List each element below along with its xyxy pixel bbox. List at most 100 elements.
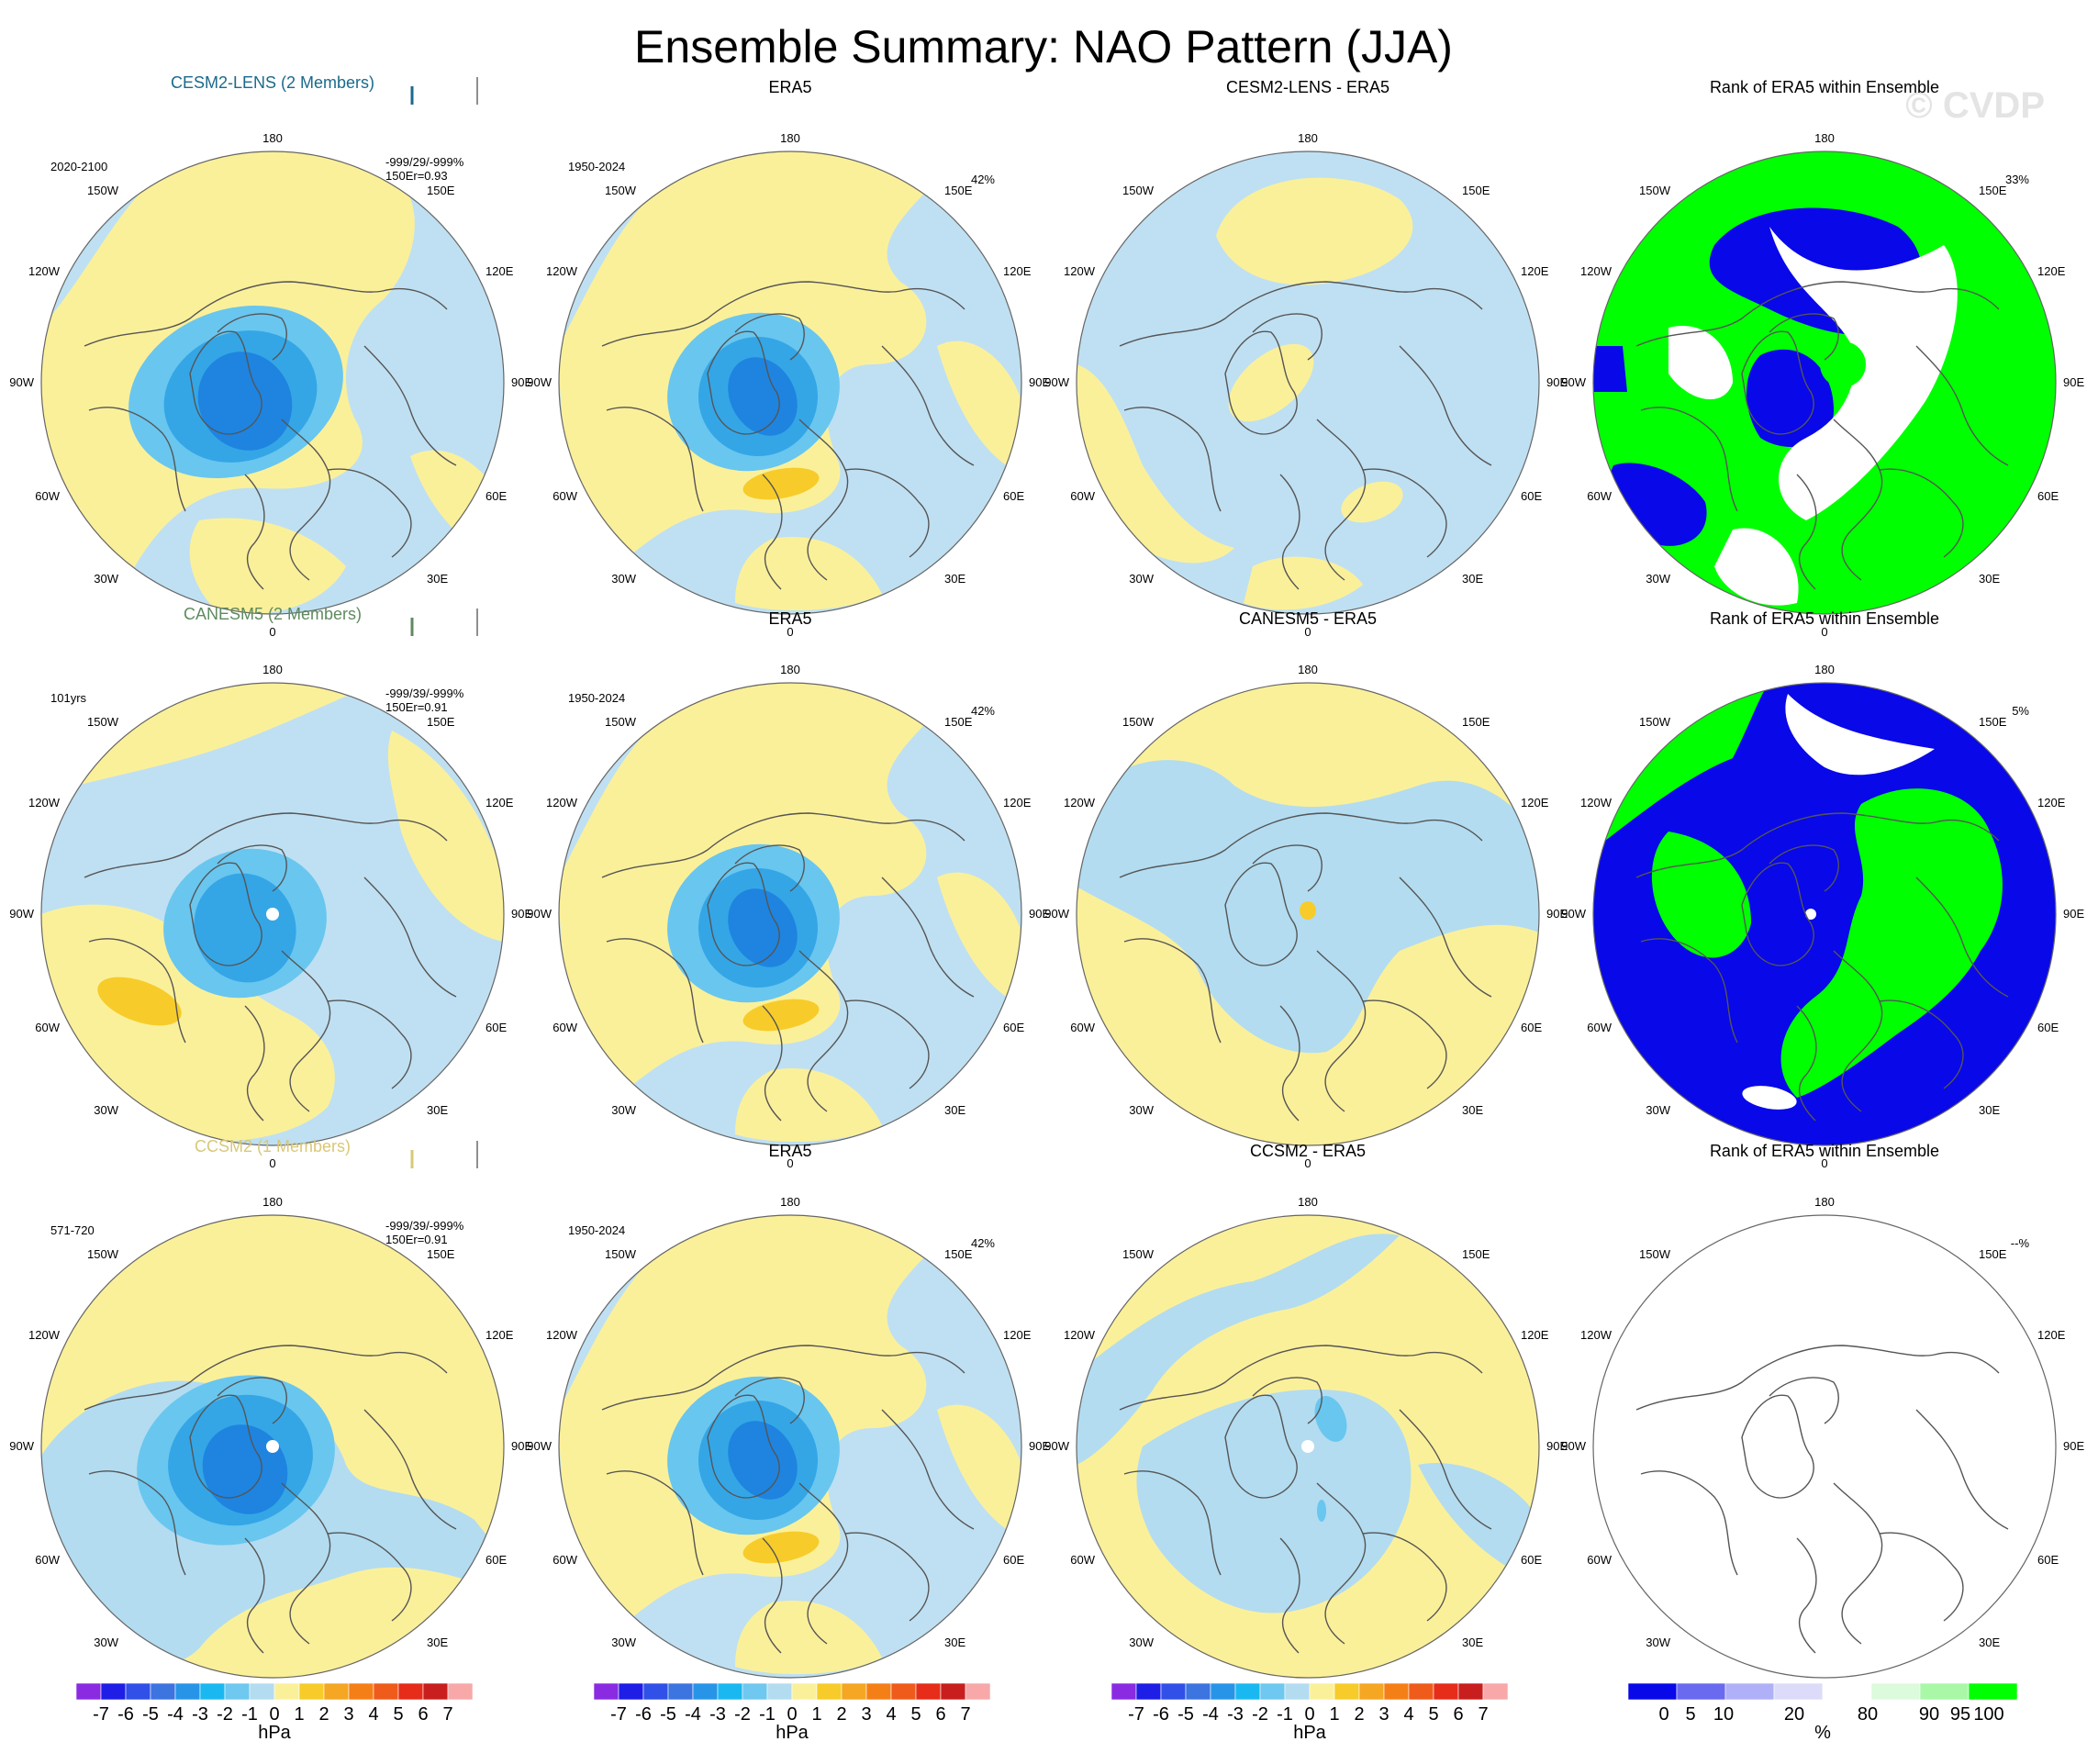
coastline xyxy=(1252,313,1323,361)
lon-label-mid_lower_right: 60E xyxy=(1003,1021,1024,1034)
lon-label-mid_lower_left: 60W xyxy=(1587,1021,1612,1034)
lon-label-mid_lower_left: 60W xyxy=(552,489,577,503)
colorbar-swatch xyxy=(1676,1682,1726,1701)
colorbar-tick-label: -6 xyxy=(1153,1704,1169,1725)
cvdp-watermark: © CVDP xyxy=(1905,85,2045,126)
colorbar-tick-label: -7 xyxy=(93,1704,109,1725)
coastline xyxy=(1362,999,1447,1089)
lon-label-mid_upper_left: 120W xyxy=(546,1328,578,1342)
coastline xyxy=(606,407,704,512)
coastline xyxy=(734,313,805,361)
colorbar-tick-label: 2 xyxy=(318,1704,329,1725)
colorbar-tick-label: 5 xyxy=(1685,1704,1695,1725)
colorbar-swatch xyxy=(1919,1682,1970,1701)
colorbar-tick-label: -3 xyxy=(709,1704,726,1725)
colorbar-tick-label: 4 xyxy=(1403,1704,1413,1725)
map-panel xyxy=(1592,1214,2057,1679)
lon-label-bottom: 0 xyxy=(1821,625,1827,639)
lon-label-lower_left: 30W xyxy=(611,1636,636,1649)
map-background xyxy=(1077,151,1539,614)
model-period: 571-720 xyxy=(50,1223,95,1237)
colorbar-swatch xyxy=(1383,1682,1410,1701)
coastline xyxy=(1915,1409,2009,1530)
negative-anomaly-region xyxy=(1314,1395,1347,1443)
colorbar-tick-label: 1 xyxy=(811,1704,821,1725)
coastline xyxy=(1833,950,1883,1112)
figure-title: Ensemble Summary: NAO Pattern (JJA) xyxy=(634,21,1453,73)
map-field xyxy=(559,151,1021,614)
colorbar-swatch xyxy=(642,1682,669,1701)
coastline xyxy=(798,950,849,1112)
lon-label-mid_upper_left: 120W xyxy=(1064,796,1096,809)
colorbar-tick-label: -6 xyxy=(635,1704,652,1725)
map-border xyxy=(558,1214,1022,1679)
colorbar-swatch xyxy=(75,1682,102,1701)
lon-label-left: 90W xyxy=(527,375,552,389)
lon-label-mid_lower_left: 60W xyxy=(552,1021,577,1034)
era5-variance-pct: 42% xyxy=(971,173,995,186)
lon-label-top: 180 xyxy=(262,663,283,676)
colorbar-tick-label: -7 xyxy=(610,1704,627,1725)
colorbar-swatch xyxy=(1135,1682,1162,1701)
negative-anomaly-region xyxy=(728,888,798,967)
lon-label-upper_left: 150W xyxy=(87,1247,119,1261)
lon-label-mid_lower_left: 60W xyxy=(1070,1021,1095,1034)
colorbar-tick-label: -4 xyxy=(685,1704,701,1725)
positive-anomaly-region xyxy=(1300,901,1316,920)
coastline xyxy=(1915,345,2009,466)
lon-label-lower_left: 30W xyxy=(94,1103,118,1117)
lon-label-left: 90W xyxy=(527,907,552,921)
coastline xyxy=(1879,999,1964,1089)
colorbar-tick-label: 4 xyxy=(368,1704,378,1725)
rank-high-region xyxy=(1593,683,1769,850)
lon-label-right: 90E xyxy=(511,1439,532,1453)
difference-panel-title: CESM2-LENS - ERA5 xyxy=(1226,78,1389,96)
colorbar-tick-label: 3 xyxy=(1378,1704,1389,1725)
coastline xyxy=(327,468,412,558)
map-field xyxy=(1593,683,2056,1145)
colorbar-swatch xyxy=(1408,1682,1434,1701)
lon-label-top: 180 xyxy=(1814,663,1835,676)
colorbar-tick-label: -5 xyxy=(660,1704,676,1725)
model-period: 101yrs xyxy=(50,691,87,705)
pole-marker xyxy=(1301,1440,1314,1453)
lon-label-mid_lower_left: 60W xyxy=(552,1553,577,1567)
coastline xyxy=(217,313,287,361)
colorbar-unit-label: % xyxy=(1814,1723,1831,1743)
map-panel xyxy=(1592,151,2057,615)
map-border xyxy=(40,682,505,1146)
colorbar-swatch xyxy=(273,1682,300,1701)
lon-label-mid_lower_left: 60W xyxy=(35,1021,60,1034)
colorbar-swatch xyxy=(1185,1682,1211,1701)
coastline xyxy=(707,1394,780,1499)
lon-label-bottom: 0 xyxy=(1304,1156,1311,1170)
negative-anomaly-region xyxy=(728,1421,798,1500)
model-stats-line1: -999/29/-999% xyxy=(385,155,464,169)
lon-label-mid_lower_left: 60W xyxy=(1587,489,1612,503)
colorbar-tick-label: 100 xyxy=(1973,1704,2003,1725)
lon-label-mid_lower_right: 60E xyxy=(485,489,507,503)
lon-label-right: 90E xyxy=(2063,907,2084,921)
lon-label-mid_lower_right: 60E xyxy=(485,1553,507,1567)
colorbar-swatch xyxy=(1309,1682,1335,1701)
pole-marker xyxy=(266,908,279,921)
map-field xyxy=(1593,151,2056,614)
colorbar-swatch xyxy=(1210,1682,1236,1701)
map-border xyxy=(1592,1214,2057,1679)
lon-label-mid_lower_right: 60E xyxy=(485,1021,507,1034)
lon-label-mid_upper_left: 120W xyxy=(28,264,61,278)
positive-anomaly-region xyxy=(1216,177,1413,285)
coastline xyxy=(1635,812,2000,878)
positive-anomaly-region xyxy=(1341,481,1403,523)
coastline xyxy=(707,330,780,435)
coastline xyxy=(798,1482,849,1645)
lon-label-top: 180 xyxy=(780,663,800,676)
lon-label-mid_lower_right: 60E xyxy=(2037,489,2059,503)
positive-anomaly-region xyxy=(41,683,374,795)
lon-label-mid_lower_right: 60E xyxy=(2037,1553,2059,1567)
era5-panel-title: ERA5 xyxy=(768,78,811,96)
colorbar-tick-label: -6 xyxy=(117,1704,134,1725)
colorbar-swatch xyxy=(447,1682,474,1701)
lon-label-right: 90E xyxy=(1546,375,1568,389)
colorbar-tick-label: 6 xyxy=(418,1704,428,1725)
